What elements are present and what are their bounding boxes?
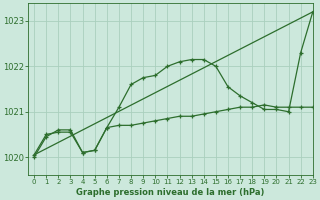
X-axis label: Graphe pression niveau de la mer (hPa): Graphe pression niveau de la mer (hPa) — [76, 188, 265, 197]
